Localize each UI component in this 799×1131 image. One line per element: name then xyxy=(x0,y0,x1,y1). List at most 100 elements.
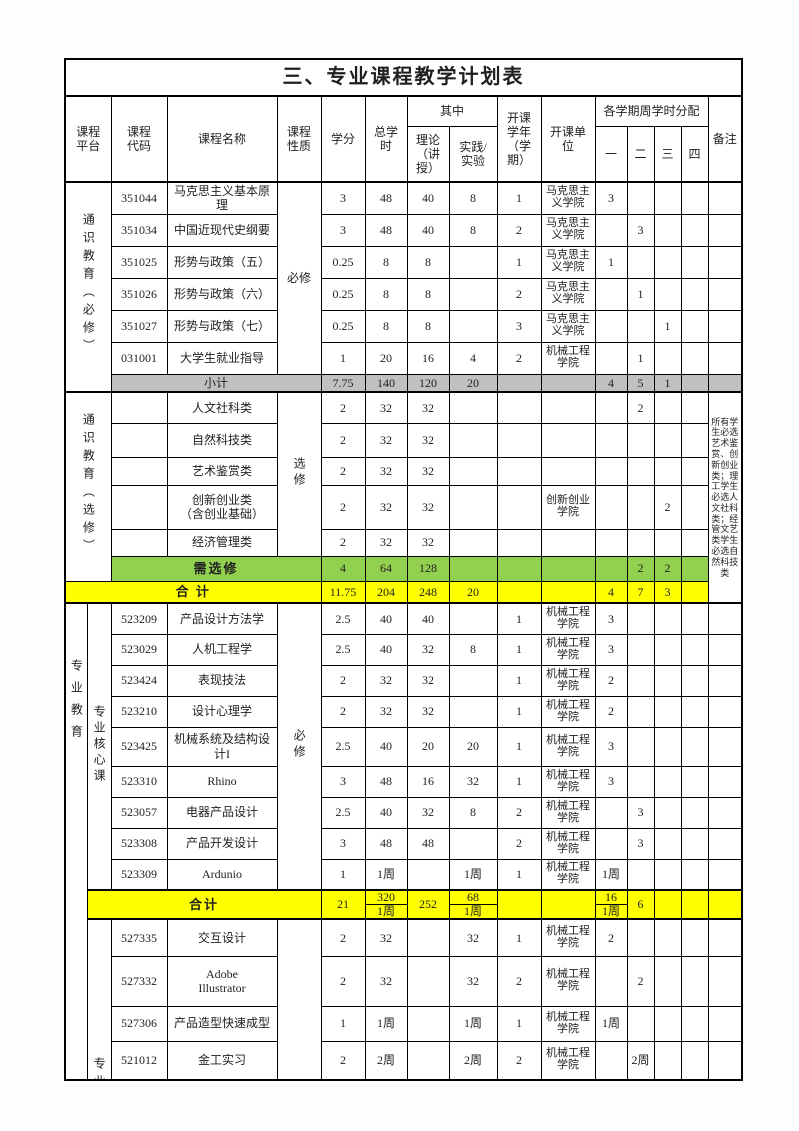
practice-cell xyxy=(448,245,498,279)
w2-cell xyxy=(626,858,655,891)
remark-cell xyxy=(707,341,743,375)
header-sem3: 三 xyxy=(653,125,682,183)
w3-cell xyxy=(653,765,682,798)
practice-cell xyxy=(448,827,498,860)
nature-cell xyxy=(276,918,322,1081)
theory-cell: 16 xyxy=(406,765,450,798)
code-cell: 523029 xyxy=(110,633,168,666)
course-row: 523057 电器产品设计 2.5 40 32 8 2 机械工程学院 3 xyxy=(65,796,743,829)
semester-cell: 1 xyxy=(496,1005,542,1042)
w2-cell xyxy=(626,726,655,767)
practice-cell: 1周 xyxy=(448,858,498,891)
unit-cell: 马克思主义学院 xyxy=(540,213,596,247)
credit-cell: 3 xyxy=(320,827,366,860)
unit-cell: 机械工程学院 xyxy=(540,664,596,697)
semester-cell: 2 xyxy=(496,827,542,860)
course-row: 艺术鉴赏类 2 32 32 xyxy=(65,456,742,486)
header-sem2: 二 xyxy=(626,125,655,183)
w1-cell: 2 xyxy=(594,918,628,957)
unit-cell xyxy=(540,391,596,424)
w4-cell xyxy=(680,955,709,1007)
theory-cell: 48 xyxy=(406,827,450,860)
hours-cell: 48 xyxy=(364,181,408,215)
semester-cell: 2 xyxy=(496,955,542,1007)
w1-cell xyxy=(594,955,628,1007)
credit-cell: 1 xyxy=(320,1005,366,1042)
code-cell: 527332 xyxy=(110,955,168,1007)
w3-cell xyxy=(653,456,682,486)
w2-cell: 2 xyxy=(626,955,655,1007)
theory-cell: 40 xyxy=(406,181,450,215)
course-row: 527332 Adobe Illustrator 2 32 32 2 机械工程学… xyxy=(65,955,743,1007)
credit-cell: 0.25 xyxy=(320,277,366,311)
unit-cell xyxy=(540,528,596,557)
w3-cell xyxy=(653,858,682,891)
credit-cell: 2 xyxy=(320,1040,366,1081)
w1-bottom: 1周 xyxy=(601,904,620,918)
theory-cell xyxy=(406,955,450,1007)
w2-cell xyxy=(626,765,655,798)
remark-cell xyxy=(707,181,743,215)
semester-cell: 1 xyxy=(496,765,542,798)
nature-cell: 必修 xyxy=(276,181,322,375)
w3-cell xyxy=(653,213,682,247)
w3-cell: 2 xyxy=(653,555,682,582)
w2-cell xyxy=(626,918,655,957)
hours-cell: 32 xyxy=(364,422,408,458)
credit-cell: 2 xyxy=(320,955,366,1007)
header-credit: 学分 xyxy=(320,95,366,183)
w4-cell xyxy=(680,664,709,697)
course-row: 自然科技类 2 32 32 xyxy=(65,422,742,458)
name-cell: 人机工程学 xyxy=(166,633,278,666)
hours-cell: 1周 xyxy=(364,1005,408,1042)
w3-cell xyxy=(653,726,682,767)
code-cell: 351034 xyxy=(110,213,168,247)
remark-cell xyxy=(707,889,743,920)
hours-cell: 48 xyxy=(364,827,408,860)
platform-label: 专业教育 xyxy=(69,659,84,747)
semester-cell xyxy=(496,889,542,920)
remark-cell xyxy=(707,726,743,767)
unit-cell: 机械工程学院 xyxy=(540,796,596,829)
total-label: 合 计 xyxy=(64,580,322,604)
code-cell: 523310 xyxy=(110,765,168,798)
practice-cell xyxy=(448,391,498,424)
remark-cell xyxy=(707,664,743,697)
credit-cell: 2.5 xyxy=(320,633,366,666)
name-cell: 表现技法 xyxy=(166,664,278,697)
w4-cell xyxy=(680,796,709,829)
code-cell xyxy=(110,422,168,458)
w2-cell xyxy=(626,181,655,215)
code-cell: 523057 xyxy=(110,796,168,829)
w3-cell xyxy=(653,341,682,375)
name-cell: Ardunio xyxy=(166,858,278,891)
theory-cell: 128 xyxy=(406,555,450,582)
w1-cell: 2 xyxy=(594,695,628,728)
w1-cell: 3 xyxy=(594,633,628,666)
credit-cell: 2 xyxy=(320,391,366,424)
w1-cell xyxy=(594,528,628,557)
required-elective-label: 需选修 xyxy=(110,555,322,582)
code-cell: 527306 xyxy=(110,1005,168,1042)
credit-cell: 2 xyxy=(320,456,366,486)
credit-cell: 21 xyxy=(320,889,366,920)
semester-cell: 1 xyxy=(496,181,542,215)
credit-cell: 7.75 xyxy=(320,373,366,393)
w2-cell xyxy=(626,633,655,666)
header-name: 课程名称 xyxy=(166,95,278,183)
w4-cell xyxy=(680,602,709,635)
theory-cell: 120 xyxy=(406,373,450,393)
code-cell: 351026 xyxy=(110,277,168,311)
practice-cell: 8 xyxy=(448,796,498,829)
credit-cell: 3 xyxy=(320,181,366,215)
unit-cell: 机械工程学院 xyxy=(540,918,596,957)
w1-cell xyxy=(594,422,628,458)
theory-cell: 16 xyxy=(406,341,450,375)
course-row: 521012 金工实习 2 2周 2周 2 机械工程学院 2周 xyxy=(65,1040,743,1081)
title-row: 三、专业课程教学计划表 xyxy=(64,58,743,97)
subtotal-label: 小计 xyxy=(110,373,322,393)
hours-cell: 32 xyxy=(364,918,408,957)
w4-cell xyxy=(680,528,709,557)
theory-cell xyxy=(406,858,450,891)
code-cell: 523309 xyxy=(110,858,168,891)
